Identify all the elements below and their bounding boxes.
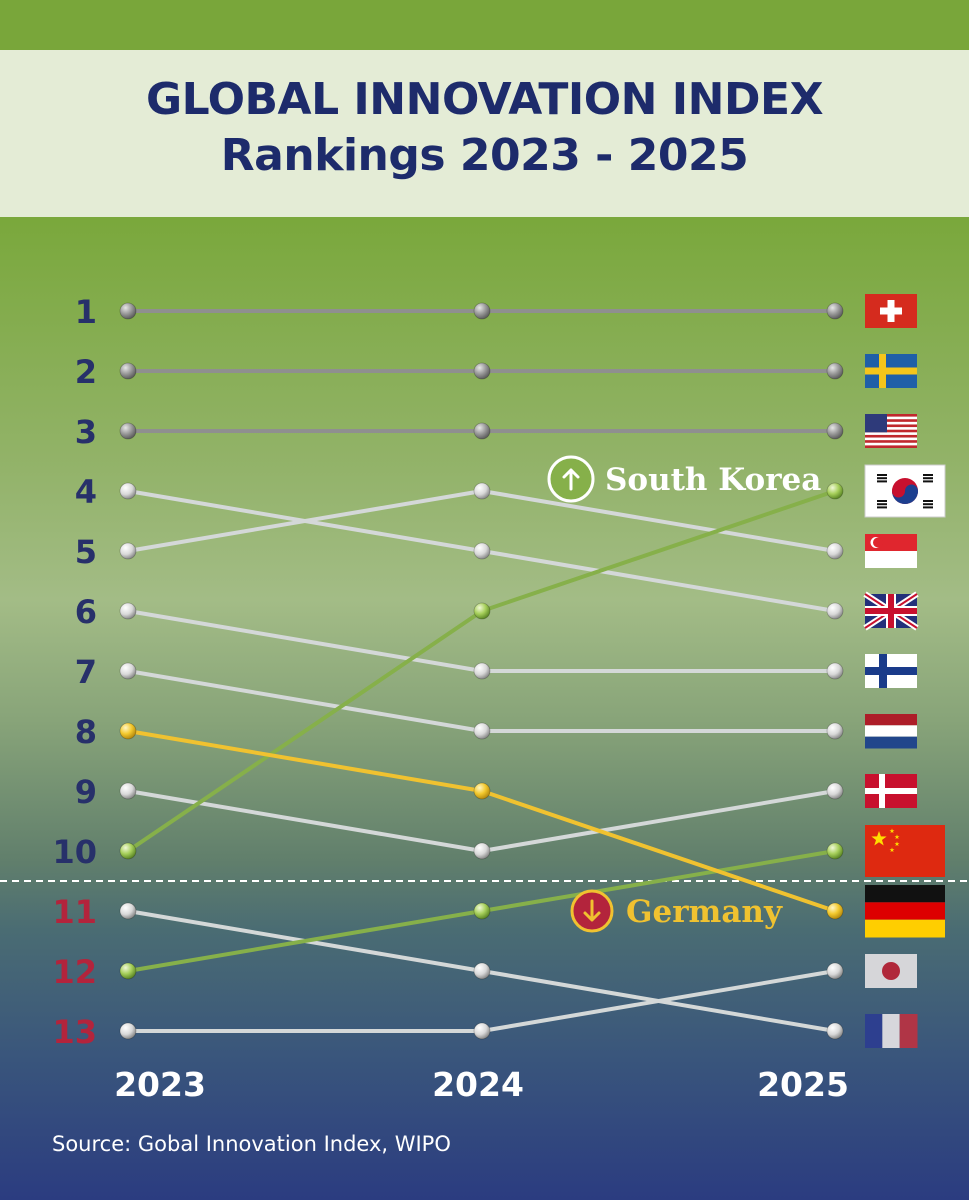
flag-finland-icon — [865, 654, 917, 688]
point-germany-2025 — [826, 902, 844, 920]
arrow-up-icon — [547, 455, 595, 503]
flag-united-kingdom-icon — [863, 591, 919, 631]
point-china-2023 — [119, 962, 137, 980]
point-netherlands-2023 — [119, 662, 137, 680]
point-united-states-2025 — [826, 422, 844, 440]
arrow-down-icon — [570, 889, 614, 933]
point-japan-2023 — [119, 1022, 137, 1040]
series-line-singapore — [127, 489, 836, 553]
point-sweden-2025 — [826, 362, 844, 380]
rank-label-12: 12 — [52, 953, 97, 991]
point-france-2024 — [473, 962, 491, 980]
point-singapore-2023 — [119, 542, 137, 560]
point-sweden-2024 — [473, 362, 491, 380]
callout-south-korea: South Korea — [547, 455, 821, 503]
flag-south-korea-icon — [864, 464, 946, 518]
flag-switzerland-icon — [865, 294, 917, 328]
year-label-2025: 2025 — [757, 1065, 849, 1104]
series-line-netherlands — [127, 669, 835, 733]
rank-label-6: 6 — [75, 593, 97, 631]
flag-sweden-icon — [865, 354, 917, 388]
point-singapore-2025 — [826, 542, 844, 560]
point-france-2025 — [826, 1022, 844, 1040]
chart-subtitle: Rankings 2023 - 2025 — [220, 130, 749, 181]
point-united-states-2023 — [119, 422, 137, 440]
series-line-japan — [128, 969, 836, 1033]
point-netherlands-2024 — [473, 722, 491, 740]
point-finland-2024 — [473, 662, 491, 680]
series-line-denmark — [127, 789, 836, 853]
flag-japan-icon — [865, 954, 917, 988]
point-china-2025 — [826, 842, 844, 860]
point-switzerland-2023 — [119, 302, 137, 320]
rank-label-1: 1 — [75, 293, 97, 331]
title-band: GLOBAL INNOVATION INDEX Rankings 2023 - … — [0, 50, 969, 217]
point-south-korea-2025 — [826, 482, 844, 500]
point-netherlands-2025 — [826, 722, 844, 740]
callout-germany: Germany — [570, 889, 783, 933]
rank-label-8: 8 — [75, 713, 97, 751]
rank-label-9: 9 — [75, 773, 97, 811]
point-denmark-2025 — [826, 782, 844, 800]
point-japan-2024 — [473, 1022, 491, 1040]
series-line-germany — [127, 729, 836, 913]
point-switzerland-2024 — [473, 302, 491, 320]
chart-title: GLOBAL INNOVATION INDEX — [145, 74, 824, 125]
point-united-kingdom-2025 — [826, 602, 844, 620]
point-south-korea-2024 — [473, 602, 491, 620]
rank-label-4: 4 — [75, 473, 97, 511]
point-south-korea-2023 — [119, 842, 137, 860]
flag-france-icon — [865, 1014, 918, 1048]
flag-denmark-icon — [865, 774, 917, 808]
rank-label-2: 2 — [75, 353, 97, 391]
rank-label-7: 7 — [75, 653, 97, 691]
rank-label-13: 13 — [52, 1013, 97, 1051]
callout-label: South Korea — [605, 462, 821, 498]
callout-label: Germany — [626, 894, 783, 930]
point-switzerland-2025 — [826, 302, 844, 320]
rank-label-3: 3 — [75, 413, 97, 451]
rank-label-10: 10 — [52, 833, 97, 871]
flag-china-icon — [865, 825, 945, 877]
year-label-2023: 2023 — [114, 1065, 206, 1104]
flag-singapore-icon — [865, 534, 917, 568]
flag-united-states-icon — [865, 414, 917, 448]
point-france-2023 — [119, 902, 137, 920]
year-label-2024: 2024 — [432, 1065, 524, 1104]
point-denmark-2024 — [473, 842, 491, 860]
point-germany-2023 — [119, 722, 137, 740]
point-japan-2025 — [826, 962, 844, 980]
point-china-2024 — [473, 902, 491, 920]
point-finland-2025 — [826, 662, 844, 680]
flag-germany-icon — [865, 885, 945, 938]
point-united-kingdom-2023 — [119, 482, 137, 500]
source-note: Source: Gobal Innovation Index, WIPO — [52, 1132, 451, 1156]
point-sweden-2023 — [119, 362, 137, 380]
point-singapore-2024 — [473, 482, 491, 500]
flag-netherlands-icon — [865, 714, 917, 749]
rank-label-11: 11 — [52, 893, 97, 931]
point-finland-2023 — [119, 602, 137, 620]
point-denmark-2023 — [119, 782, 137, 800]
series-line-finland — [127, 609, 835, 673]
point-united-states-2024 — [473, 422, 491, 440]
point-united-kingdom-2024 — [473, 542, 491, 560]
rank-label-5: 5 — [75, 533, 97, 571]
point-germany-2024 — [473, 782, 491, 800]
